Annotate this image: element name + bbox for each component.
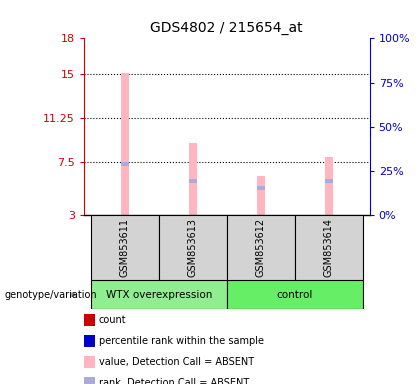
Bar	[189, 179, 197, 183]
Bar	[189, 143, 197, 215]
Bar	[325, 179, 333, 183]
Bar	[257, 186, 265, 190]
Bar	[227, 280, 363, 309]
Title: GDS4802 / 215654_at: GDS4802 / 215654_at	[150, 21, 303, 35]
Bar	[325, 157, 333, 215]
Text: percentile rank within the sample: percentile rank within the sample	[99, 336, 264, 346]
Bar	[121, 162, 129, 167]
Bar	[121, 73, 129, 215]
Text: control: control	[277, 290, 313, 300]
Text: GSM853612: GSM853612	[256, 218, 266, 277]
Bar	[295, 215, 363, 280]
Text: GSM853613: GSM853613	[188, 218, 198, 277]
Text: count: count	[99, 315, 126, 325]
Bar	[91, 280, 227, 309]
Bar	[159, 215, 227, 280]
Bar	[257, 176, 265, 215]
Text: rank, Detection Call = ABSENT: rank, Detection Call = ABSENT	[99, 378, 249, 384]
Text: value, Detection Call = ABSENT: value, Detection Call = ABSENT	[99, 357, 254, 367]
Text: GSM853614: GSM853614	[324, 218, 334, 277]
Text: GSM853611: GSM853611	[120, 218, 130, 277]
Text: WTX overexpression: WTX overexpression	[105, 290, 212, 300]
Bar	[227, 215, 295, 280]
Bar	[91, 215, 159, 280]
Text: genotype/variation: genotype/variation	[4, 290, 97, 300]
